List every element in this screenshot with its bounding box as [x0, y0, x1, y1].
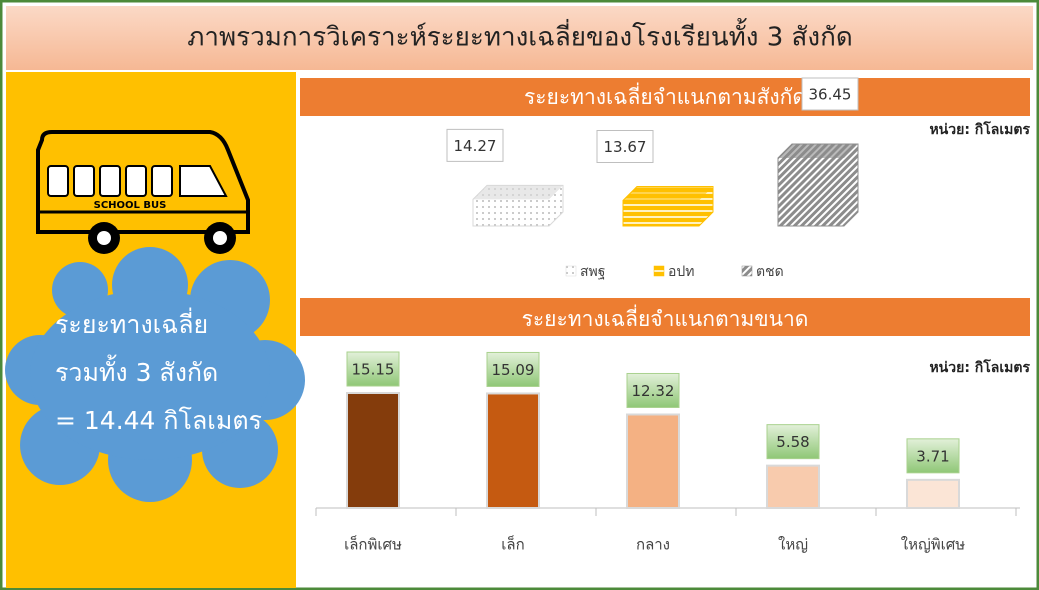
data-label: 5.58 [776, 433, 809, 451]
legend-swatch [741, 265, 753, 277]
chart-header [300, 298, 1030, 336]
data-label: 14.27 [454, 137, 497, 155]
bar [486, 392, 540, 509]
data-label-box [801, 77, 859, 111]
data-label-box [906, 438, 960, 474]
chart-header [300, 78, 1030, 116]
data-label: 12.32 [632, 382, 675, 400]
unit-label: หน่วย: กิโลเมตร [929, 120, 1030, 138]
data-label: 15.09 [492, 361, 535, 379]
unit-label: หน่วย: กิโลเมตร [929, 358, 1030, 376]
summary-line: = 14.44 กิโลเมตร [55, 406, 262, 435]
school-bus: SCHOOL BUS [36, 130, 250, 254]
legend-label: อปท [668, 264, 695, 280]
data-label-box [596, 129, 654, 163]
x-tick-label: เล็กพิเศษ [344, 535, 402, 554]
legend-swatch [565, 265, 577, 277]
bar-3d-top [623, 186, 713, 201]
legend-swatch [653, 265, 665, 277]
legend-label: ตชด [756, 264, 784, 280]
x-tick-label: ใหญ่พิเศษ [901, 536, 966, 554]
data-label-box [486, 351, 540, 387]
data-label-box [626, 372, 680, 408]
data-label-box [346, 351, 400, 387]
header-band [6, 6, 1033, 70]
data-label: 3.71 [916, 447, 949, 465]
chart-title: ระยะทางเฉลี่ยจำแนกตามสังกัด [524, 82, 806, 109]
data-label: 15.15 [352, 361, 395, 379]
bar-3d-top [778, 144, 858, 158]
cloud [5, 247, 305, 502]
bar [906, 478, 960, 510]
legend-label: สพฐ [580, 264, 606, 280]
bar [346, 392, 400, 509]
data-label: 36.45 [809, 86, 852, 104]
summary-line: รวมทั้ง 3 สังกัด [55, 354, 218, 387]
bar-3d-top [473, 185, 563, 200]
data-label-box [446, 128, 504, 162]
chart-title: ระยะทางเฉลี่ยจำแนกตามขนาด [522, 304, 809, 331]
x-tick-label: กลาง [636, 536, 670, 554]
x-tick-label: ใหญ่ [778, 536, 808, 554]
bar [766, 464, 820, 509]
x-tick-label: เล็ก [501, 535, 524, 554]
data-label-box [766, 424, 820, 460]
summary-line: ระยะทางเฉลี่ย [55, 307, 208, 339]
bar [626, 413, 680, 509]
bus-label: SCHOOL BUS [94, 200, 167, 211]
page-title: ภาพรวมการวิเคราะห์ระยะทางเฉลี่ยของโรงเรี… [187, 18, 852, 53]
data-label: 13.67 [604, 138, 647, 156]
